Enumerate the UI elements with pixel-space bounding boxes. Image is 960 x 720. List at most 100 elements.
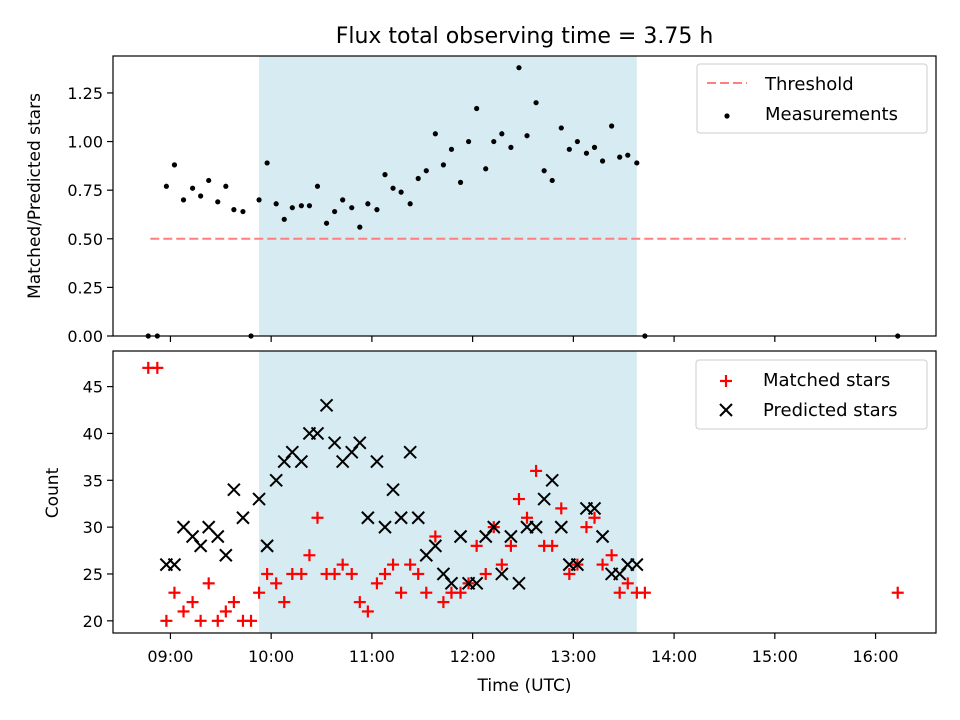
predicted-star-point bbox=[260, 539, 274, 553]
predicted-star-point bbox=[211, 529, 225, 544]
predicted-star-point bbox=[252, 492, 266, 506]
predicted-star-point bbox=[595, 529, 610, 544]
matched-star-point bbox=[370, 577, 383, 590]
matched-star-point bbox=[563, 567, 576, 580]
measurement-point bbox=[457, 179, 464, 185]
bottom-plot-frame bbox=[112, 350, 937, 634]
legend-matched-label: Matched stars bbox=[763, 370, 890, 391]
measurement-point bbox=[163, 183, 169, 189]
matched-star-point bbox=[378, 567, 391, 580]
bottom-shaded-span bbox=[259, 351, 637, 633]
matched-star-point bbox=[387, 558, 400, 571]
matched-star-point bbox=[168, 586, 181, 599]
bottom-y-axis: 20 25 30 35 40 45 bbox=[83, 378, 113, 631]
bottom-x-tick-label: 11:00 bbox=[349, 647, 395, 666]
matched-star-point bbox=[194, 614, 207, 627]
matched-star-point bbox=[328, 567, 341, 580]
predicted-star-point bbox=[219, 548, 233, 562]
measurement-point bbox=[171, 162, 178, 168]
matched-star-point bbox=[151, 361, 164, 374]
matched-star-point bbox=[437, 596, 450, 609]
matched-star-point bbox=[303, 549, 316, 562]
predicted-star-point bbox=[327, 436, 342, 450]
bottom-x-tick-label: 13:00 bbox=[550, 647, 596, 666]
predicted-star-point bbox=[193, 539, 208, 553]
legend-predicted-label: Predicted stars bbox=[763, 400, 897, 421]
measurement-point bbox=[566, 146, 572, 152]
matched-star-point bbox=[186, 596, 199, 609]
measurement-point bbox=[206, 177, 212, 184]
bottom-y-tick-label: 45 bbox=[83, 378, 103, 397]
matched-star-point bbox=[395, 586, 408, 599]
legend-measurements-swatch bbox=[724, 113, 730, 119]
predicted-star-point bbox=[269, 473, 283, 487]
measurement-point bbox=[583, 150, 590, 156]
top-data-marks bbox=[145, 65, 906, 339]
measurement-point bbox=[558, 125, 564, 131]
measurement-point bbox=[349, 205, 355, 211]
measurement-point bbox=[516, 65, 522, 71]
matched-star-point bbox=[278, 596, 291, 609]
measurement-point bbox=[323, 220, 330, 226]
measurement-point bbox=[448, 146, 455, 152]
top-y-axis: 0.00 0.25 0.50 0.75 1.00 1.25 bbox=[67, 84, 113, 346]
bottom-panel: 20 25 30 35 40 45 09:00 10:00 11:00 12:00 13:00 14… bbox=[43, 350, 937, 696]
bottom-legend-box bbox=[695, 359, 928, 430]
measurement-point bbox=[256, 197, 262, 203]
predicted-star-point bbox=[294, 454, 309, 469]
predicted-star-point bbox=[319, 398, 334, 413]
measurement-point bbox=[483, 166, 489, 172]
measurement-point bbox=[634, 160, 640, 166]
bottom-y-tick-label: 25 bbox=[83, 565, 103, 584]
matched-star-point bbox=[555, 502, 568, 515]
measurement-point bbox=[407, 201, 413, 207]
predicted-star-point bbox=[529, 520, 543, 534]
matched-star-point bbox=[345, 567, 358, 580]
matched-star-point bbox=[412, 567, 425, 580]
top-y-tick-label: 0.75 bbox=[67, 181, 103, 200]
predicted-star-point bbox=[504, 529, 518, 544]
predicted-star-point bbox=[512, 576, 526, 591]
measurement-point bbox=[289, 205, 295, 211]
predicted-star-point bbox=[403, 445, 417, 459]
predicted-star-point bbox=[378, 520, 392, 534]
bottom-y-tick-label: 35 bbox=[83, 471, 103, 490]
matched-star-point bbox=[336, 558, 349, 571]
measurement-point bbox=[474, 105, 480, 112]
measurement-point bbox=[440, 162, 447, 168]
measurement-point bbox=[231, 207, 237, 213]
measurement-point bbox=[314, 183, 321, 189]
bottom-x-tick-label: 16:00 bbox=[853, 647, 899, 666]
bottom-y-tick-label: 20 bbox=[83, 612, 103, 631]
measurement-point bbox=[617, 154, 623, 160]
top-y-tick-label: 1.00 bbox=[67, 133, 103, 152]
measurement-point bbox=[609, 123, 615, 129]
matched-star-point bbox=[311, 511, 324, 524]
matched-star-point bbox=[521, 511, 534, 524]
measurement-point bbox=[432, 131, 438, 137]
predicted-star-point bbox=[570, 557, 585, 572]
matched-star-point bbox=[470, 539, 483, 552]
bottom-x-tick-label: 10:00 bbox=[248, 647, 294, 666]
measurement-point bbox=[423, 168, 429, 174]
matched-star-point bbox=[261, 567, 274, 580]
matched-star-point bbox=[245, 614, 258, 627]
matched-star-point bbox=[420, 586, 433, 599]
bottom-x-tick-label: 15:00 bbox=[752, 647, 798, 666]
measurement-point bbox=[541, 168, 547, 174]
measurement-point bbox=[240, 208, 246, 215]
matched-star-point bbox=[295, 567, 308, 580]
matched-star-point bbox=[429, 530, 442, 543]
matched-star-point bbox=[580, 521, 593, 534]
predicted-star-point bbox=[310, 426, 325, 441]
measurement-point bbox=[398, 189, 404, 195]
predicted-star-point bbox=[353, 436, 367, 450]
measurement-point bbox=[382, 172, 388, 178]
bottom-x-axis-label: Time (UTC) bbox=[477, 676, 572, 696]
measurement-point bbox=[591, 144, 598, 150]
predicted-star-point bbox=[545, 473, 559, 487]
top-y-tick-label: 0.25 bbox=[67, 278, 103, 297]
top-y-tick-label: 0.00 bbox=[67, 327, 103, 346]
matched-star-point bbox=[546, 539, 559, 552]
